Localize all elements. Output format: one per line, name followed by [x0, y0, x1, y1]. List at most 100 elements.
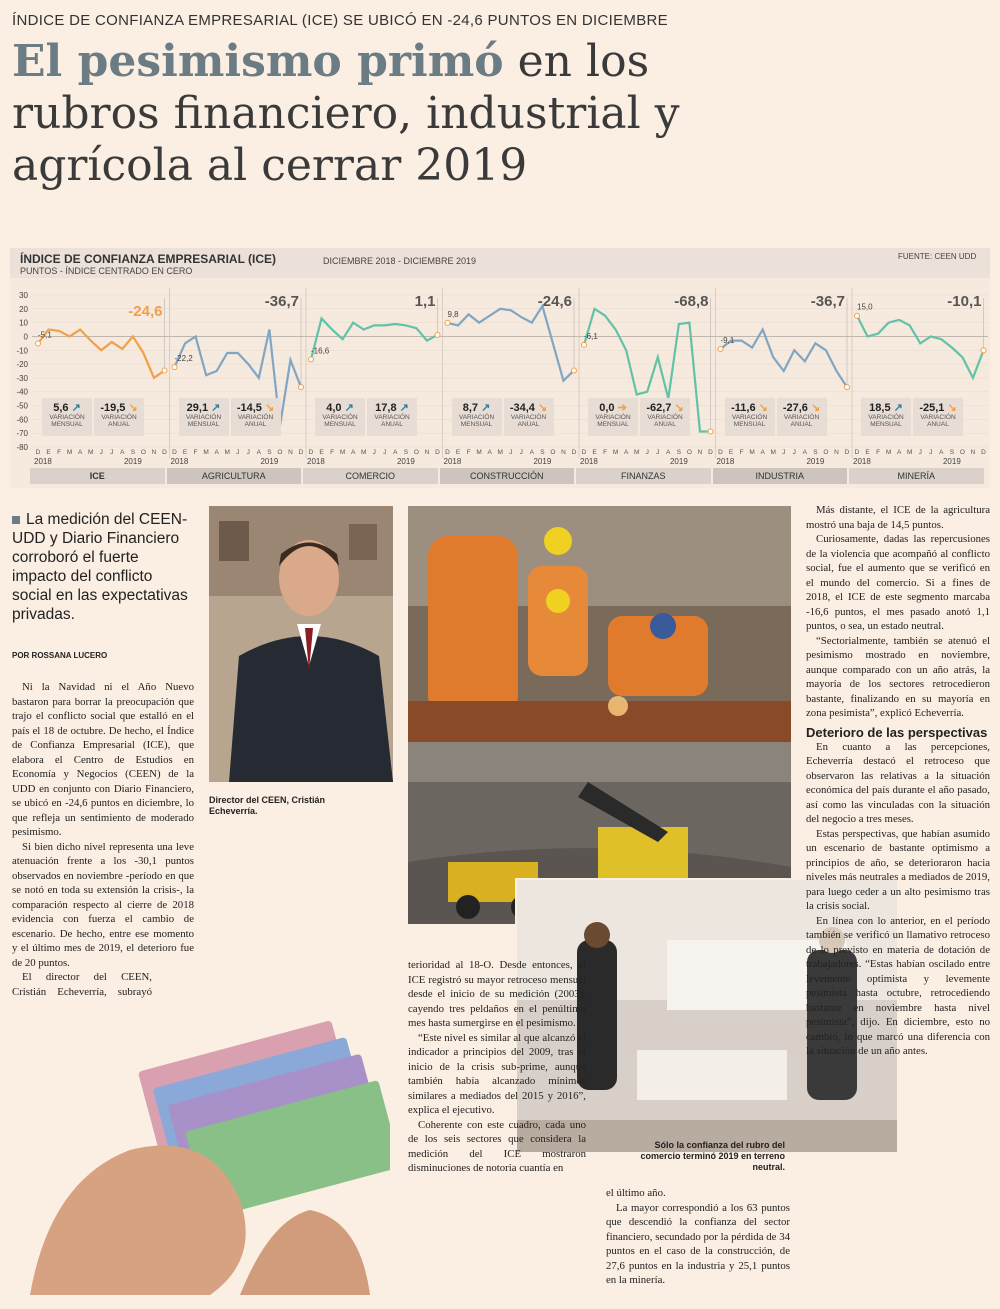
y-tick-label: 30 [19, 291, 28, 300]
series-line-5 [719, 327, 848, 388]
year-label: 2018 [171, 457, 189, 466]
variation-value: 17,8 ↗ [375, 402, 409, 414]
variation-label-a: VARIACIÓN [783, 414, 820, 421]
month-label: O [823, 449, 828, 456]
month-label: S [950, 449, 955, 456]
start-value-label: -6,1 [584, 332, 598, 341]
up-arrow-icon: ↗ [399, 402, 409, 414]
variation-label-b: ANUAL [108, 421, 130, 428]
col2-p3: Coherente con este cuadro, cada uno de l… [408, 1118, 586, 1175]
store-photo-art [517, 880, 897, 1152]
month-label: J [929, 449, 932, 456]
month-label: A [120, 449, 125, 456]
start-value-label: -16,6 [311, 346, 330, 355]
month-label: E [46, 449, 51, 456]
month-label: A [214, 449, 219, 456]
series-point [581, 341, 587, 348]
month-label: A [530, 449, 535, 456]
month-label: J [646, 449, 649, 456]
series-point [444, 319, 451, 326]
month-label: E [729, 449, 734, 456]
money-photo-art [10, 1000, 390, 1295]
col2-p1: terioridad al 18-O. Desde entonces, el I… [408, 959, 586, 1029]
col4-p5: Estas perspectivas, que habían asumido u… [806, 827, 990, 913]
month-label: M [613, 449, 618, 456]
end-value-label: -36,7 [265, 293, 299, 310]
variation-label-a: VARIACIÓN [101, 414, 137, 421]
month-label: J [373, 449, 376, 456]
director-photo [209, 506, 393, 782]
month-label: O [687, 449, 692, 456]
series-point [171, 364, 178, 371]
month-label: D [981, 449, 986, 456]
down-arrow-icon: ↘ [758, 402, 768, 414]
series-point [434, 331, 441, 338]
month-label: S [131, 449, 136, 456]
month-label: O [960, 449, 965, 456]
month-label: M [224, 449, 229, 456]
start-value-label: -22,2 [175, 354, 194, 363]
month-label: E [183, 449, 188, 456]
down-arrow-icon: ↘ [264, 402, 275, 414]
variation-label-b: ANUAL [654, 421, 676, 428]
month-label: J [100, 449, 103, 456]
variation-label-b: ANUAL [244, 421, 267, 428]
start-value-label: 9,8 [448, 310, 460, 319]
month-label: N [698, 449, 703, 456]
variation-label-b: MENSUAL [733, 421, 766, 428]
month-label: J [383, 449, 386, 456]
y-tick-label: -20 [16, 360, 28, 369]
series-line-0 [37, 328, 166, 380]
end-value-label: -68,8 [674, 293, 708, 310]
y-tick-label: -60 [16, 415, 28, 424]
up-arrow-icon: ↗ [71, 402, 81, 414]
month-label: O [550, 449, 555, 456]
series-point [717, 346, 724, 353]
workers-photo [408, 506, 791, 742]
month-label: D [172, 449, 177, 456]
variation-label-b: ANUAL [517, 421, 540, 428]
col2-p2: “Este nivel es similar al que alcanzó el… [408, 1031, 586, 1117]
money-photo [10, 1000, 390, 1295]
variation-label-b: MENSUAL [460, 421, 493, 428]
start-value-label: 15,0 [857, 303, 873, 312]
month-label: M [770, 449, 775, 456]
month-label: J [793, 449, 796, 456]
sector-label: CONSTRUCCIÓN [439, 468, 574, 484]
start-value-label: -9,1 [721, 336, 735, 345]
year-label: 2019 [943, 457, 961, 466]
month-label: J [247, 449, 250, 456]
month-label: A [393, 449, 398, 456]
month-label: S [540, 449, 545, 456]
col4-p6: En línea con lo anterior, en el período … [806, 914, 990, 1058]
end-value-label: -24,6 [538, 293, 572, 310]
month-label: F [57, 449, 61, 456]
variation-label-b: ANUAL [927, 421, 949, 428]
variation-value: 8,7 ↗ [462, 402, 491, 414]
variation-label-a: VARIACIÓN [731, 414, 768, 421]
month-label: F [876, 449, 880, 456]
up-arrow-icon: ↗ [893, 402, 903, 414]
year-label: 2018 [444, 457, 462, 466]
variation-value: -14,5 ↘ [236, 402, 275, 414]
col4-p3: “Sectorialmente, también se atenuó el pe… [806, 634, 990, 720]
col1-p2: Si bien dicho nivel representa una leve … [12, 840, 194, 969]
year-label: 2019 [124, 457, 142, 466]
variation-value: -34,4 ↘ [509, 402, 548, 414]
series-point [980, 347, 987, 354]
sector-label: AGRICULTURA [166, 468, 301, 484]
col4-p1: Más distante, el ICE de la agricultura m… [806, 504, 990, 531]
variation-label-b: MENSUAL [324, 421, 356, 428]
sector-label: ICE [30, 468, 165, 484]
y-tick-label: -50 [16, 402, 28, 411]
series-point [161, 367, 168, 374]
up-arrow-icon: ↗ [344, 402, 354, 414]
headline-rest: en los rubros financiero, industrial y a… [12, 36, 680, 191]
series-point [308, 356, 314, 363]
series-point [298, 384, 304, 391]
y-tick-label: -30 [16, 374, 28, 383]
month-label: J [110, 449, 113, 456]
year-label: 2019 [806, 457, 824, 466]
month-label: F [194, 449, 198, 456]
month-label: E [592, 449, 597, 456]
